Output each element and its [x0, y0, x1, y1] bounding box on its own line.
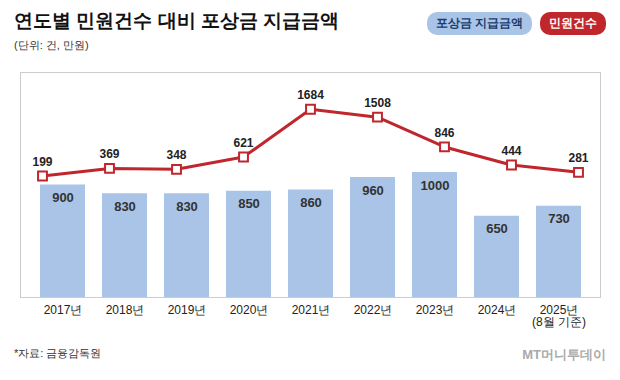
- html-text:*자료: 금융감독원: *자료: 금융감독원: [14, 347, 102, 359]
- svg-text:960: 960: [362, 183, 384, 198]
- svg-text:830: 830: [176, 199, 198, 214]
- svg-text:850: 850: [238, 196, 260, 211]
- svg-text:900: 900: [52, 190, 74, 205]
- svg-text:830: 830: [114, 199, 136, 214]
- svg-text:2025년(8월 기준): 2025년(8월 기준): [532, 303, 586, 329]
- svg-text:444: 444: [501, 144, 521, 158]
- svg-text:2018년: 2018년: [106, 303, 145, 317]
- html-text:(단위: 건, 만원): (단위: 건, 만원): [14, 39, 89, 51]
- svg-text:2023년: 2023년: [416, 303, 455, 317]
- html-text:민원건수: 민원건수: [549, 16, 597, 30]
- svg-text:860: 860: [300, 195, 322, 210]
- svg-text:2019년: 2019년: [168, 303, 207, 317]
- html-text:포상금 지급금액: 포상금 지급금액: [435, 16, 523, 30]
- svg-text:2021년: 2021년: [292, 303, 331, 317]
- svg-text:1000: 1000: [421, 178, 450, 193]
- svg-text:650: 650: [486, 221, 508, 236]
- svg-text:348: 348: [166, 148, 186, 162]
- svg-text:369: 369: [99, 147, 119, 161]
- svg-text:281: 281: [568, 151, 588, 165]
- svg-text:2020년: 2020년: [230, 303, 269, 317]
- svg-text:846: 846: [434, 126, 454, 140]
- svg-text:730: 730: [548, 211, 570, 226]
- svg-text:621: 621: [233, 136, 253, 150]
- svg-text:1684: 1684: [297, 88, 324, 102]
- svg-text:199: 199: [32, 155, 52, 169]
- svg-text:1508: 1508: [364, 96, 391, 110]
- svg-text:2024년: 2024년: [478, 303, 517, 317]
- svg-text:2017년: 2017년: [44, 303, 83, 317]
- html-text:연도별 민원건수 대비 포상금 지급금액: 연도별 민원건수 대비 포상금 지급금액: [14, 10, 340, 31]
- svg-text:2022년: 2022년: [354, 303, 393, 317]
- html-text:MT머니투데이: MT머니투데이: [522, 347, 606, 362]
